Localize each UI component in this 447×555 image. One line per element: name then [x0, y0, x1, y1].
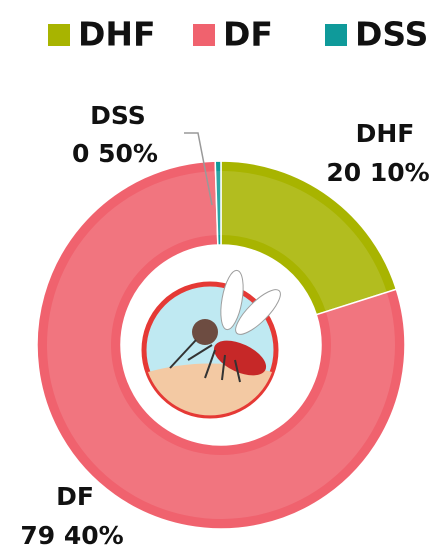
legend-swatch — [193, 24, 215, 46]
data-label-name: DF — [56, 482, 94, 511]
chart: DHF DF DSS DHF 20 10% DF 79 40% DSS 0 50% — [0, 0, 447, 555]
legend-swatch — [48, 24, 70, 46]
data-label-value: 79 40% — [20, 521, 123, 550]
data-label-name: DHF — [356, 119, 415, 148]
data-label-value: 0 50% — [72, 139, 158, 168]
legend-label: DF — [223, 15, 273, 54]
legend-label: DSS — [355, 15, 428, 54]
legend-label: DHF — [78, 15, 156, 54]
legend: DHF DF DSS — [48, 15, 428, 54]
legend-swatch — [325, 24, 347, 46]
data-label-value: 20 10% — [326, 158, 429, 187]
center-illustration — [122, 246, 320, 444]
data-label-name: DSS — [90, 101, 146, 130]
